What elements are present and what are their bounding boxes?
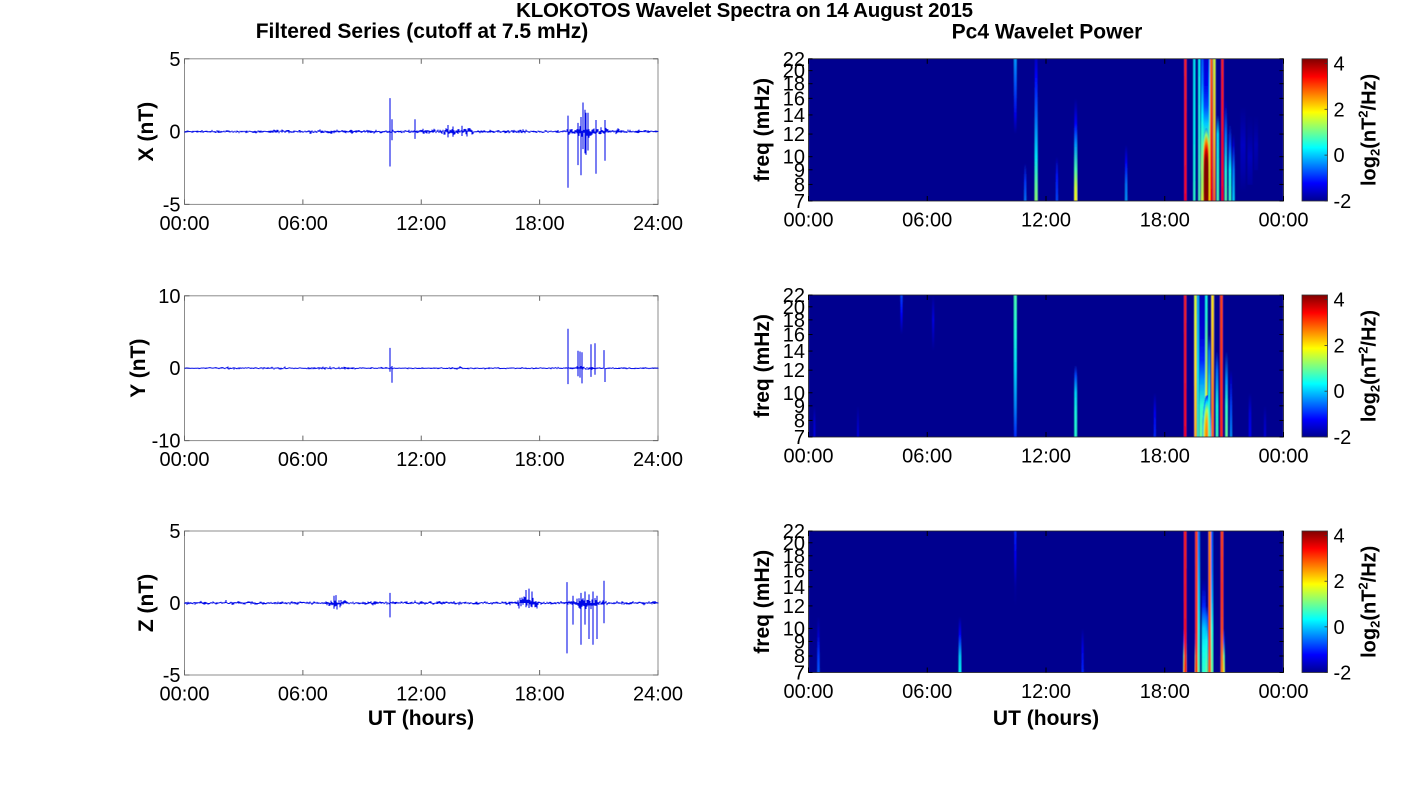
svg-text:5: 5: [169, 521, 180, 543]
svg-text:18: 18: [783, 546, 805, 568]
svg-text:freq (mHz): freq (mHz): [751, 78, 774, 182]
svg-text:2: 2: [1334, 335, 1345, 357]
svg-text:12:00: 12:00: [1021, 446, 1071, 468]
svg-text:24:00: 24:00: [633, 683, 683, 705]
svg-text:8: 8: [794, 646, 805, 668]
svg-text:12: 12: [783, 596, 805, 618]
svg-text:00:00: 00:00: [1258, 210, 1308, 232]
svg-text:2: 2: [1334, 99, 1345, 121]
svg-text:0: 0: [1334, 381, 1345, 403]
svg-text:06:00: 06:00: [278, 683, 328, 705]
svg-text:0: 0: [169, 593, 180, 615]
svg-text:8: 8: [794, 174, 805, 196]
svg-text:20: 20: [783, 61, 805, 83]
svg-text:18: 18: [783, 310, 805, 332]
svg-text:log2(nT2/Hz): log2(nT2/Hz): [1356, 546, 1383, 658]
svg-text:UT (hours): UT (hours): [368, 707, 474, 730]
svg-text:2: 2: [1334, 571, 1345, 593]
svg-text:18:00: 18:00: [1140, 210, 1190, 232]
svg-text:4: 4: [1334, 526, 1345, 548]
svg-text:00:00: 00:00: [159, 213, 209, 235]
svg-text:10: 10: [158, 286, 180, 308]
svg-text:16: 16: [783, 560, 805, 582]
svg-text:12: 12: [783, 360, 805, 382]
svg-text:00:00: 00:00: [159, 449, 209, 471]
svg-text:12:00: 12:00: [1021, 681, 1071, 703]
svg-text:14: 14: [783, 341, 805, 363]
svg-text:10: 10: [783, 147, 805, 169]
svg-text:freq (mHz): freq (mHz): [751, 550, 774, 654]
svg-text:00:00: 00:00: [1258, 446, 1308, 468]
svg-text:Z (nT): Z (nT): [135, 574, 158, 632]
svg-text:log2(nT2/Hz): log2(nT2/Hz): [1356, 74, 1383, 186]
svg-text:24:00: 24:00: [633, 449, 683, 471]
svg-text:Filtered Series (cutoff at 7.5: Filtered Series (cutoff at 7.5 mHz): [256, 20, 589, 43]
svg-text:-2: -2: [1334, 663, 1352, 685]
svg-text:12:00: 12:00: [396, 683, 446, 705]
svg-text:X (nT): X (nT): [135, 102, 158, 161]
svg-text:0: 0: [169, 122, 180, 144]
svg-text:10: 10: [783, 383, 805, 405]
svg-text:16: 16: [783, 88, 805, 110]
svg-text:7: 7: [794, 663, 805, 685]
svg-text:14: 14: [783, 105, 805, 127]
svg-text:0: 0: [169, 358, 180, 380]
svg-text:18:00: 18:00: [515, 449, 565, 471]
svg-text:4: 4: [1334, 290, 1345, 312]
svg-text:22: 22: [783, 285, 805, 307]
svg-text:Y (nT): Y (nT): [127, 339, 150, 398]
svg-text:20: 20: [783, 297, 805, 319]
svg-text:00:00: 00:00: [783, 210, 833, 232]
svg-text:18:00: 18:00: [515, 213, 565, 235]
svg-text:Pc4 Wavelet Power: Pc4 Wavelet Power: [952, 21, 1143, 44]
svg-text:7: 7: [794, 427, 805, 449]
svg-text:0: 0: [1334, 617, 1345, 639]
svg-text:4: 4: [1334, 53, 1345, 75]
svg-text:00:00: 00:00: [159, 683, 209, 705]
svg-text:00:00: 00:00: [783, 681, 833, 703]
svg-text:18:00: 18:00: [1140, 446, 1190, 468]
svg-text:-2: -2: [1334, 191, 1352, 213]
svg-text:freq (mHz): freq (mHz): [751, 314, 774, 418]
svg-text:12:00: 12:00: [396, 213, 446, 235]
svg-text:16: 16: [783, 325, 805, 347]
svg-text:06:00: 06:00: [902, 210, 952, 232]
svg-text:22: 22: [783, 521, 805, 543]
svg-text:-10: -10: [152, 431, 181, 453]
svg-text:00:00: 00:00: [1258, 681, 1308, 703]
svg-text:18: 18: [783, 74, 805, 96]
svg-text:00:00: 00:00: [783, 446, 833, 468]
svg-text:UT (hours): UT (hours): [993, 707, 1099, 730]
svg-text:KLOKOTOS Wavelet Spectra on 14: KLOKOTOS Wavelet Spectra on 14 August 20…: [516, 0, 973, 22]
svg-text:12: 12: [783, 124, 805, 146]
svg-text:8: 8: [794, 410, 805, 432]
svg-text:9: 9: [794, 631, 805, 653]
svg-text:22: 22: [783, 49, 805, 71]
svg-text:06:00: 06:00: [902, 681, 952, 703]
svg-text:7: 7: [794, 191, 805, 213]
svg-text:9: 9: [794, 160, 805, 182]
svg-text:0: 0: [1334, 145, 1345, 167]
svg-text:18:00: 18:00: [515, 683, 565, 705]
svg-text:log2(nT2/Hz): log2(nT2/Hz): [1356, 310, 1383, 422]
svg-text:9: 9: [794, 396, 805, 418]
svg-text:06:00: 06:00: [278, 449, 328, 471]
svg-text:5: 5: [169, 49, 180, 71]
svg-text:24:00: 24:00: [633, 213, 683, 235]
svg-text:-5: -5: [163, 665, 181, 687]
svg-text:06:00: 06:00: [902, 446, 952, 468]
svg-text:06:00: 06:00: [278, 213, 328, 235]
svg-text:-5: -5: [163, 194, 181, 216]
svg-text:-2: -2: [1334, 427, 1352, 449]
svg-text:12:00: 12:00: [1021, 210, 1071, 232]
svg-text:14: 14: [783, 577, 805, 599]
svg-text:20: 20: [783, 533, 805, 555]
svg-text:12:00: 12:00: [396, 449, 446, 471]
svg-text:18:00: 18:00: [1140, 681, 1190, 703]
svg-text:10: 10: [783, 618, 805, 640]
